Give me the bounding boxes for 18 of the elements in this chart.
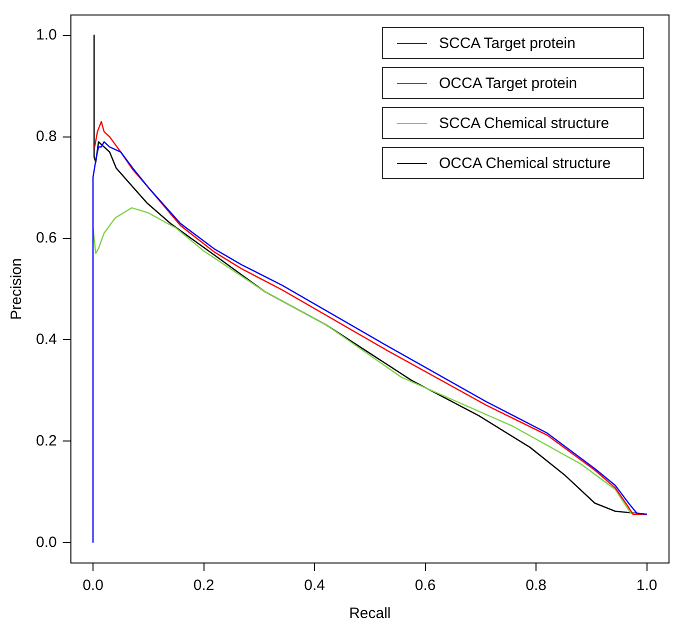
x-tick-label: 0.0 [82, 577, 104, 594]
x-tick-label: 0.6 [414, 577, 436, 594]
x-axis-title: Recall [349, 605, 391, 622]
x-tick-label: 0.2 [193, 577, 214, 594]
y-tick-label: 0.6 [36, 229, 57, 246]
y-tick-label: 0.8 [36, 128, 57, 145]
y-tick-label: 0.2 [36, 432, 57, 450]
legend-label: OCCA Chemical structure [439, 154, 611, 172]
y-axis-title: Precision [8, 258, 26, 320]
y-tick-label: 1.0 [36, 26, 57, 44]
x-tick-label: 1.0 [636, 577, 658, 594]
x-tick-label: 0.8 [526, 577, 547, 594]
x-tick-label: 0.4 [304, 577, 325, 594]
legend-label: OCCA Target protein [439, 74, 578, 92]
y-tick-label: 0.0 [36, 534, 57, 551]
legend-label: SCCA Target protein [439, 34, 576, 52]
legend-label: SCCA Chemical structure [439, 114, 610, 132]
y-tick-label: 0.4 [36, 330, 57, 348]
